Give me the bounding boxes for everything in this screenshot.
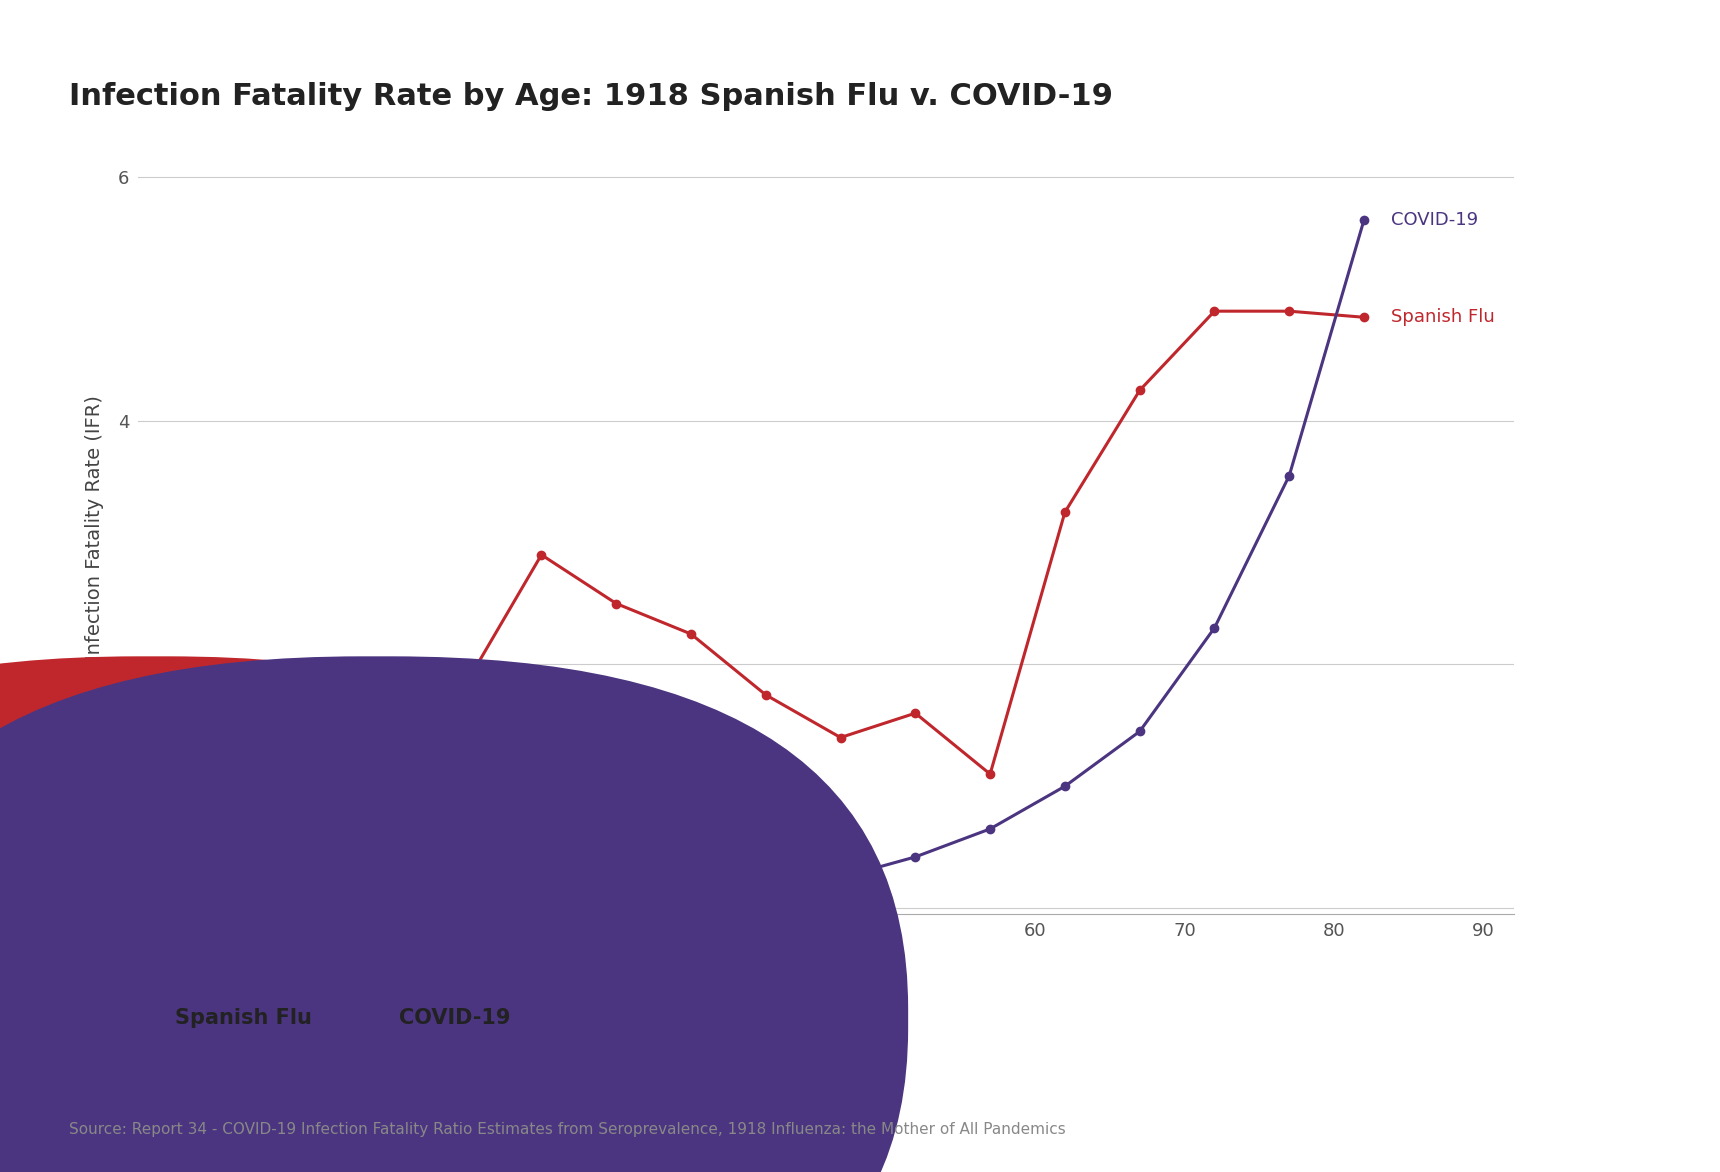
Text: Source: Report 34 - COVID-19 Infection Fatality Ratio Estimates from Seroprevale: Source: Report 34 - COVID-19 Infection F… xyxy=(69,1122,1066,1137)
Text: COVID-19: COVID-19 xyxy=(399,1008,511,1029)
Text: COVID-19: COVID-19 xyxy=(1391,211,1477,229)
Y-axis label: Infection Fatality Rate (IFR): Infection Fatality Rate (IFR) xyxy=(84,395,103,660)
Text: Spanish Flu: Spanish Flu xyxy=(175,1008,313,1029)
Text: Infection Fatality Rate by Age: 1918 Spanish Flu v. COVID-19: Infection Fatality Rate by Age: 1918 Spa… xyxy=(69,82,1113,111)
Text: Spanish Flu: Spanish Flu xyxy=(1391,308,1495,326)
X-axis label: Age: Age xyxy=(807,954,845,974)
